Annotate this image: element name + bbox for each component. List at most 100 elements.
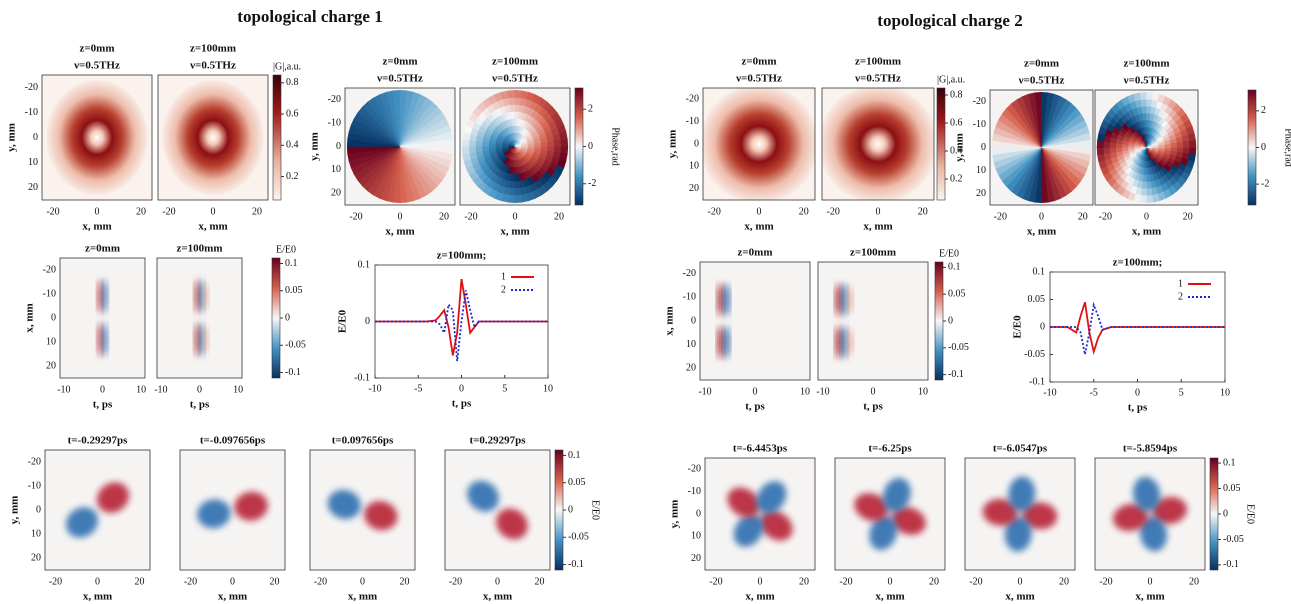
field-lobe (197, 499, 231, 529)
y-tick-label: -10 (43, 288, 56, 299)
panel-frame (989, 89, 1094, 206)
x-tick-label: -20 (1099, 576, 1112, 587)
phase-sector (396, 118, 401, 126)
colorbar-tick-label: 0.8 (286, 77, 299, 88)
phase-sector (346, 138, 355, 147)
y-axis-label: E/E0 (1012, 315, 1024, 339)
x-tick-label: -10 (1043, 387, 1056, 398)
phase-sector (1189, 147, 1197, 156)
field-lobe (98, 322, 103, 357)
colorbar-tick-label: -0.05 (948, 342, 969, 353)
phase-sector (991, 139, 999, 148)
phase-sector (444, 131, 453, 141)
y-axis-label: x, mm (664, 306, 676, 335)
heatmap (1095, 90, 1198, 205)
phase-sector (360, 146, 368, 153)
panel-frame (157, 74, 269, 201)
colorbar-tick-label: 0.4 (286, 140, 299, 151)
x-tick-label: 0 (495, 576, 500, 587)
x-tick-label: 0 (757, 206, 762, 217)
panel-frame (834, 457, 946, 571)
panel-title: t=-6.0547ps (993, 443, 1048, 455)
phase-sector (991, 147, 999, 156)
x-tick-label: 0 (513, 211, 518, 222)
colorbar-tick-label: 0.05 (285, 285, 303, 296)
field-lobe (717, 283, 724, 317)
y-tick-label: 20 (31, 552, 41, 563)
x-axis-label: t, ps (452, 398, 472, 410)
phase-sector (1146, 195, 1154, 204)
field-lobe (841, 325, 848, 359)
field-lobe (195, 322, 200, 357)
phase-sector (1034, 91, 1042, 100)
x-tick-label: 0 (1018, 576, 1023, 587)
phase-sector (461, 146, 470, 155)
x-tick-label: -10 (368, 383, 381, 394)
intensity-ring (822, 88, 934, 200)
colorbar-label: E/E0 (276, 244, 296, 255)
y-tick-label: 20 (46, 360, 56, 371)
y-tick-label: 10 (331, 164, 341, 175)
colorbar (271, 257, 281, 379)
y-tick-label: -0.05 (1024, 349, 1045, 360)
phase-sector (392, 90, 401, 99)
colorbar-label: Phase,rad (610, 127, 621, 166)
panel-frame (309, 449, 416, 571)
heatmap (310, 450, 415, 570)
field-lobe (847, 328, 853, 357)
y-tick-label: 0 (365, 316, 370, 327)
colorbar (554, 449, 564, 571)
phase-sector (1121, 147, 1129, 152)
phase-sector (461, 138, 470, 147)
field-lobe (496, 508, 528, 540)
colorbar-tick-label: 2 (1261, 105, 1266, 116)
phase-sector (1016, 147, 1024, 152)
phase-sector (1097, 153, 1106, 163)
figure-title: topological charge 2 (877, 11, 1022, 30)
y-tick-label: -10 (683, 292, 696, 303)
phase-sector (1133, 92, 1142, 102)
panel-title: z=100mm (190, 43, 236, 55)
x-tick-label: -20 (464, 211, 477, 222)
y-tick-label: 10 (31, 528, 41, 539)
x-tick-label: -20 (314, 576, 327, 587)
phase-sector (399, 180, 406, 189)
heatmap-bg (818, 262, 928, 380)
x-axis-label: x, mm (348, 591, 377, 603)
y-tick-label: -10 (686, 116, 699, 127)
phase-sector (445, 138, 454, 147)
field-lobe (733, 514, 764, 547)
panel-frame (817, 261, 929, 381)
heatmap (180, 450, 285, 570)
field-lobe (869, 515, 898, 551)
x-tick-label: 20 (270, 576, 280, 587)
x-tick-label: 20 (535, 576, 545, 587)
panel-title: t=-6.4453ps (733, 443, 788, 455)
x-tick-label: -20 (349, 211, 362, 222)
x-tick-label: 10 (543, 383, 553, 394)
phase-sector (1096, 147, 1104, 156)
field-lobe (723, 325, 730, 359)
panel-frame (702, 87, 816, 201)
field-lobe (841, 283, 848, 317)
heatmap-bg (835, 458, 945, 570)
phase-sector (540, 141, 549, 147)
phase-sector (399, 194, 408, 203)
panel-title: ν=0.5THz (1123, 75, 1170, 87)
colorbar (574, 87, 584, 206)
y-tick-label: 10 (976, 165, 986, 176)
y-tick-label: -10 (328, 117, 341, 128)
legend-label: 2 (501, 284, 506, 295)
heatmap-bg (60, 258, 145, 378)
field-lobe (234, 491, 268, 521)
colorbar-label: |G|,a.u. (273, 61, 301, 72)
colorbar-tick-label: 0 (588, 141, 593, 152)
phase-sector (385, 90, 395, 100)
heatmap (157, 258, 242, 378)
y-tick-label: 10 (46, 336, 56, 347)
y-tick-label: 0 (696, 508, 701, 519)
y-tick-label: -20 (973, 96, 986, 107)
x-tick-label: -5 (414, 383, 422, 394)
phase-sector (1146, 167, 1151, 176)
x-axis-label: x, mm (875, 591, 904, 603)
